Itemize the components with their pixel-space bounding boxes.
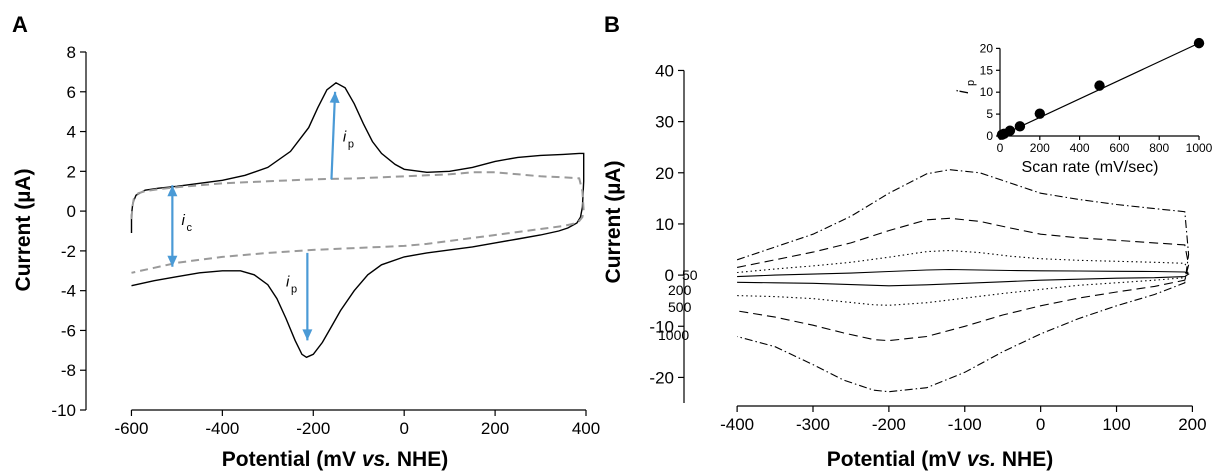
panel-a-y-tick-label: -10 [51, 401, 76, 420]
panel-a-annotation: i [343, 129, 347, 146]
inset-data-point [1034, 108, 1046, 119]
panel-a-y-tick-label: 2 [67, 162, 76, 181]
inset-y-tick-label: 5 [986, 107, 993, 121]
panel-a-annotation-subscript: p [348, 139, 354, 151]
panel-a-series [130, 81, 585, 359]
panel-b-y-tick-label: 40 [655, 61, 674, 80]
panel-a-letter: A [12, 12, 28, 37]
inset-data-point [1004, 125, 1016, 136]
panel-a-x-tick-label: 400 [572, 419, 600, 438]
panel-b-x-tick-label: -100 [948, 415, 982, 434]
panel-a-arrow-head [302, 329, 313, 341]
panel-b-x-axis-title: Potential (mV vs. NHE) [827, 448, 1053, 471]
panel-b-series-1000 [736, 169, 1190, 393]
panel-a-y-axis-title: Current (µA) [12, 169, 35, 292]
panel-a-y-tick-label: -2 [61, 242, 76, 261]
panel-b-y-tick-label: -20 [649, 368, 674, 387]
panel-a-x-axis-title: Potential (mV vs. NHE) [222, 448, 448, 471]
panel-a-annotations: i pi ci p [181, 129, 353, 296]
panel-a-y-tick-label: 4 [67, 123, 76, 142]
inset-x-tick-label: 600 [1109, 141, 1129, 155]
inset-x-tick-label: 800 [1149, 141, 1169, 155]
inset-y-tick-label: 10 [980, 85, 994, 99]
inset-x-axis-title: Scan rate (mV/sec) [1022, 159, 1159, 176]
panel-a-y-tick-label: -6 [61, 321, 76, 340]
panel-a-arrow-head [167, 185, 178, 197]
panel-a-arrows [167, 91, 340, 341]
panel-b-scan-rate-label: 500 [668, 299, 692, 315]
panel-a-x-tick-label: -400 [205, 419, 239, 438]
panel-b-scan-rate-label: 50 [682, 267, 698, 283]
panel-a-annotation-subscript: p [291, 284, 297, 296]
panel-b-y-tick-label: 30 [655, 113, 674, 132]
panel-b-letter: B [604, 12, 620, 37]
inset-y-axis-title: i [955, 90, 972, 94]
panel-a-x-tick-label: 0 [399, 419, 408, 438]
panel-a-y-tick-label: 0 [67, 202, 76, 221]
panel-b-scan-rate-label: 200 [668, 282, 692, 298]
panel-b-series-50 [737, 268, 1190, 287]
inset-x-tick-label: 400 [1070, 141, 1090, 155]
panel-a-y-tick-label: -4 [61, 282, 76, 301]
panel-b-x-tick-label: -200 [872, 415, 906, 434]
panel-a-annotation: i [181, 212, 185, 229]
inset-data-point [1094, 80, 1105, 91]
panel-a-y-tick-label: -8 [61, 361, 76, 380]
panel-a-arrow-head [329, 91, 340, 103]
panel-b-x-tick-label: -400 [720, 415, 754, 434]
inset-y-tick-label: 0 [986, 129, 993, 143]
panel-a-y-tick-label: 6 [67, 83, 76, 102]
panel-b-x-tick-label: 100 [1102, 415, 1130, 434]
panel-b-y-axis-title: Current (µA) [602, 161, 625, 284]
inset-x-tick-label: 0 [997, 141, 1004, 155]
panel-b-x-tick-label: -300 [796, 415, 830, 434]
panel-a-arrow-head [167, 255, 178, 267]
inset-y-tick-label: 20 [980, 41, 994, 55]
inset-y-axis-title-subscript: p [965, 80, 977, 86]
panel-b-series [736, 169, 1190, 393]
panel-a-x-tick-label: -600 [114, 419, 148, 438]
panel-b-scan-rate-label: 1000 [658, 327, 689, 343]
panel-a-x-tick-label: 200 [481, 419, 509, 438]
panel-a-axes: -10 -8 -6 -4 -2 0 2 4 6 8 -600 -400 -200 0 200 400 [51, 43, 600, 438]
inset-data-point [1193, 37, 1205, 49]
panel-a-arrow-1 [330, 91, 337, 180]
inset-y-tick-label: 15 [980, 63, 994, 77]
inset-x-tick-label: 1000 [1186, 141, 1213, 155]
panel-b-series-500 [736, 217, 1190, 342]
panel-a-background-trace [130, 171, 585, 274]
panel-b-x-tick-label: 200 [1178, 415, 1206, 434]
inset-x-tick-label: 200 [1030, 141, 1050, 155]
panel-b-y-tick-label: 0 [665, 266, 674, 285]
panel-b-y-tick-label: -10 [649, 317, 674, 336]
panel-b-x-tick-label: 0 [1036, 415, 1045, 434]
panel-a-y-tick-label: 8 [67, 43, 76, 62]
panel-b-y-tick-label: 10 [655, 215, 674, 234]
inset-data-point [1014, 121, 1026, 132]
panel-a-annotation: i [286, 274, 290, 291]
panel-a-x-tick-label: -200 [296, 419, 330, 438]
panel-b-y-tick-label: 20 [655, 164, 674, 183]
panel-a-annotation-subscript: c [186, 222, 192, 234]
panel-a-cv-trace [130, 81, 585, 359]
